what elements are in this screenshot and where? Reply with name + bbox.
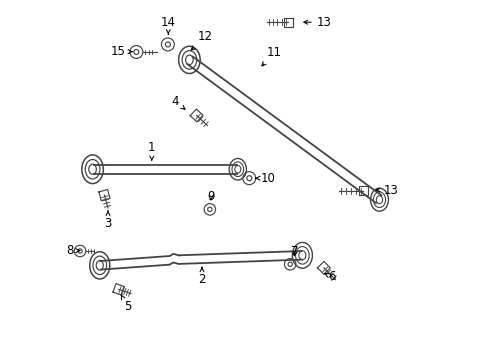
Text: 5: 5 [121,294,131,313]
Text: 13: 13 [304,16,332,29]
Text: 2: 2 [198,267,206,286]
Text: 7: 7 [292,244,299,257]
Text: 9: 9 [207,190,215,203]
Text: 10: 10 [255,172,276,185]
Text: 14: 14 [161,16,176,34]
Text: 8: 8 [66,244,80,257]
Text: 12: 12 [191,30,213,50]
Text: 13: 13 [376,184,399,197]
Text: 4: 4 [172,95,185,109]
Text: 11: 11 [262,46,281,66]
Text: 3: 3 [104,211,112,230]
Text: 1: 1 [148,141,155,160]
Text: 15: 15 [111,45,132,58]
Text: 6: 6 [325,270,336,283]
